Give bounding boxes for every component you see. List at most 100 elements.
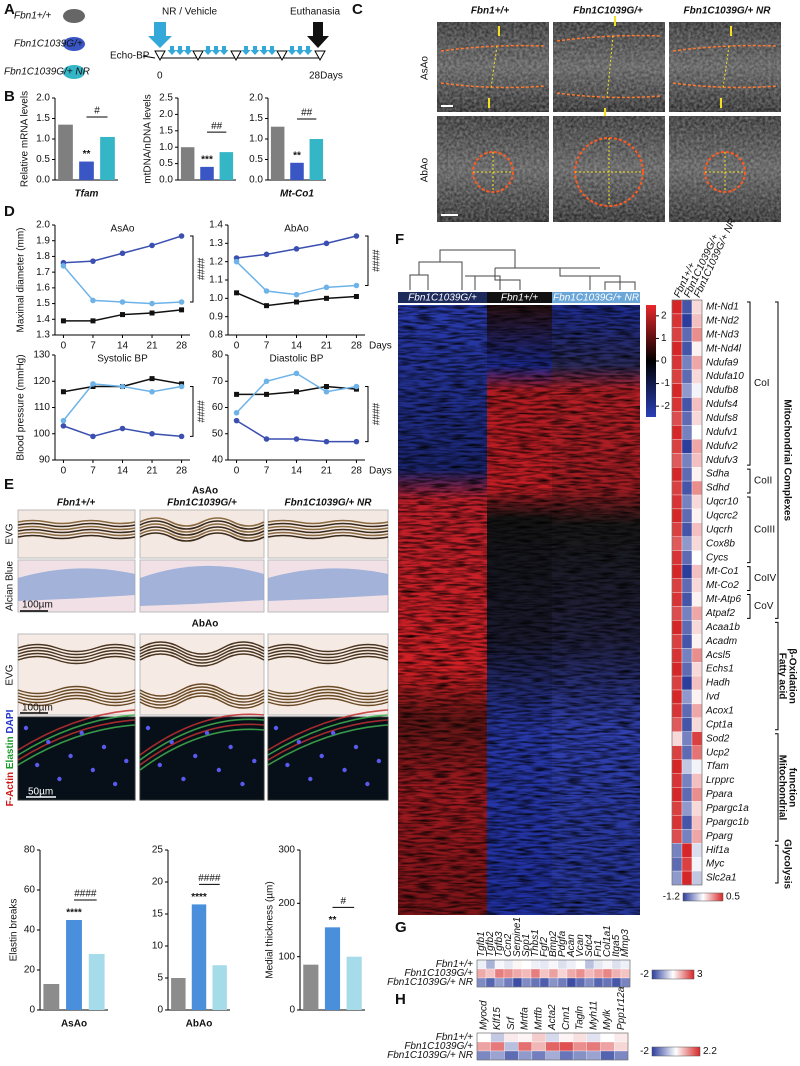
- heatmap-cell: [691, 745, 703, 760]
- panel-label: C: [352, 1, 363, 18]
- y-tick-label: 1.1: [209, 275, 223, 286]
- significance: #: [94, 106, 100, 117]
- y-tick-label: 1.6: [36, 282, 50, 293]
- row-label: Ndufv1: [706, 427, 738, 438]
- colorbar-label: 3: [697, 969, 703, 980]
- heatmap-cell: [485, 959, 496, 970]
- ultrasound-speckle: [437, 22, 549, 112]
- heatmap-cell: [548, 977, 559, 988]
- subgroup-label: CoII: [754, 476, 772, 487]
- mouse-icon: [63, 9, 85, 23]
- heatmap-cell: [681, 856, 693, 872]
- y-tick-label: 0: [157, 1005, 163, 1016]
- y-axis-label: Maximal diameter (mm): [16, 227, 27, 332]
- row-label: Ndufs8: [706, 413, 738, 424]
- chart-title: Tfam: [75, 189, 99, 200]
- elastin-fiber: [17, 528, 136, 534]
- heatmap-cell: [490, 1041, 505, 1052]
- column-label: Myh11: [588, 1001, 599, 1030]
- significance: #: [341, 896, 347, 907]
- heatmap-cell: [691, 856, 703, 872]
- point: [149, 376, 155, 382]
- heatmap-cell: [671, 341, 683, 356]
- elastin-fiber: [17, 643, 136, 653]
- chart-title: Mt-Co1: [280, 189, 314, 200]
- row-label: Uqcr10: [706, 497, 739, 508]
- diameter: [473, 152, 513, 192]
- column-label: Fbn1+/+: [501, 293, 538, 304]
- heatmap-cell: [671, 745, 683, 760]
- heatmap-cell: [671, 675, 683, 691]
- heatmap-cell: [691, 689, 703, 705]
- heatmap-cell: [681, 411, 693, 426]
- heatmap-cell: [504, 1041, 519, 1052]
- series-line: [62, 265, 182, 305]
- category-label: Mitochondrial Complexes: [781, 399, 792, 521]
- ultrasound-speckle: [553, 116, 665, 222]
- visit-marker: [192, 50, 204, 62]
- panel-label: B: [4, 88, 15, 105]
- elastin-fiber: [267, 688, 389, 698]
- arrow: [488, 26, 500, 108]
- heatmap-cell: [614, 1050, 629, 1061]
- nucleus: [169, 739, 174, 745]
- heatmap-cell: [671, 870, 683, 886]
- category-bracket: [775, 733, 779, 842]
- category-label: function: [786, 768, 797, 807]
- point: [264, 303, 270, 309]
- elastin-fiber: [267, 649, 389, 659]
- row-label: Fbn1C1039G/+ NR: [387, 1050, 473, 1061]
- elastin-fiber: [139, 644, 265, 658]
- x-tick-label: 21: [321, 466, 333, 477]
- heatmap-cell: [671, 801, 683, 816]
- group-label: Fbn1C1039G/+: [14, 39, 83, 50]
- elastin-fiber: [17, 531, 136, 537]
- nucleus: [319, 753, 324, 759]
- x-tick-label: 28: [351, 466, 363, 477]
- row-label: Cox8b: [706, 538, 735, 549]
- panel-f-heatmap: [398, 249, 640, 915]
- elastin-fiber: [17, 534, 136, 540]
- x-tick-label: 21: [146, 466, 158, 477]
- chart-title: Diastolic BP: [270, 354, 324, 365]
- dose-arrow: [203, 46, 213, 55]
- category-bracket: [775, 844, 779, 884]
- y-tick-label: 1.3: [36, 330, 50, 341]
- heatmap-cell: [681, 466, 693, 482]
- heatmap-cell: [681, 480, 693, 496]
- row-label: Mt-Nd4l: [706, 343, 742, 354]
- column-label: Serpine1: [512, 917, 523, 957]
- bar: [219, 152, 234, 180]
- heatmap-cell: [671, 383, 683, 398]
- point: [293, 436, 300, 442]
- heatmap-cell: [681, 299, 693, 315]
- bar: [303, 964, 319, 1010]
- vessel-outline: [440, 44, 546, 89]
- heatmap-cell: [611, 968, 622, 979]
- point: [149, 310, 155, 316]
- point: [149, 430, 155, 437]
- y-tick-label: 0.0: [249, 175, 263, 186]
- heatmap-cell: [539, 977, 550, 988]
- point: [353, 294, 359, 299]
- colorbar-label: 2.2: [703, 1046, 717, 1057]
- heatmap-frame: [671, 299, 703, 886]
- significance: ####: [194, 258, 205, 281]
- elastin-fiber: [267, 655, 389, 665]
- elastin-fiber: [17, 694, 136, 704]
- elastin-fiber: [17, 685, 136, 695]
- heatmap-cell: [593, 968, 604, 979]
- fluorescent-lamina: [139, 718, 265, 761]
- nucleus: [57, 776, 62, 782]
- heatmap-cell: [566, 968, 577, 979]
- panel-a: Fbn1+/+ Fbn1C1039G/+ Fbn1C1039G/+ NR Ech…: [4, 7, 343, 82]
- y-tick-label: 20: [152, 877, 164, 888]
- y-axis-label: Blood pressure (mmHg): [16, 354, 27, 460]
- heatmap-cell: [548, 959, 559, 970]
- point: [119, 383, 126, 390]
- y-tick-label: 1.5: [249, 113, 263, 124]
- heatmap-cell: [691, 620, 703, 635]
- colorbar: [646, 305, 656, 417]
- colorbar-label: 1: [661, 333, 667, 344]
- y-tick-label: 10: [152, 941, 164, 952]
